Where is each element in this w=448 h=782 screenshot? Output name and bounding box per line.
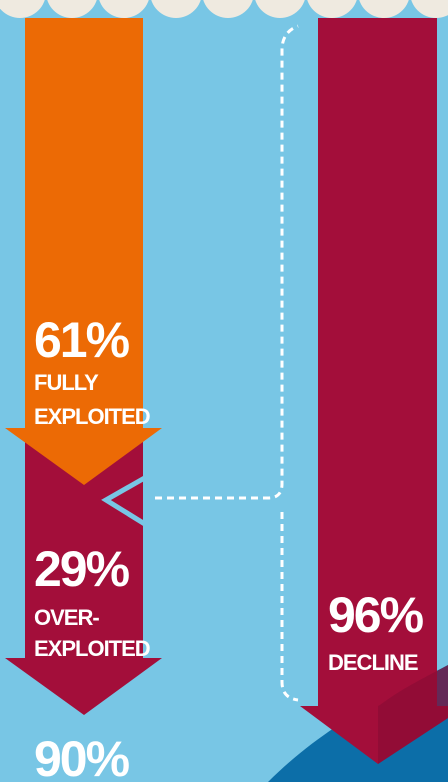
stat-value: 29%: [34, 541, 130, 597]
stat-label: EXPLOITED: [34, 404, 150, 429]
stat-label: EXPLOITED: [34, 636, 150, 661]
stat-value: 96%: [328, 587, 424, 643]
stat-value: 90%: [34, 731, 130, 782]
stat-label: OVER-: [34, 605, 99, 630]
stat-label: DECLINE: [328, 650, 418, 675]
stat-label: FULLY: [34, 370, 99, 395]
scallops: [0, 0, 448, 18]
infographic: 61% FULLY EXPLOITED 29% OVER- EXPLOITED …: [0, 0, 448, 782]
stat-value: 61%: [34, 312, 130, 368]
